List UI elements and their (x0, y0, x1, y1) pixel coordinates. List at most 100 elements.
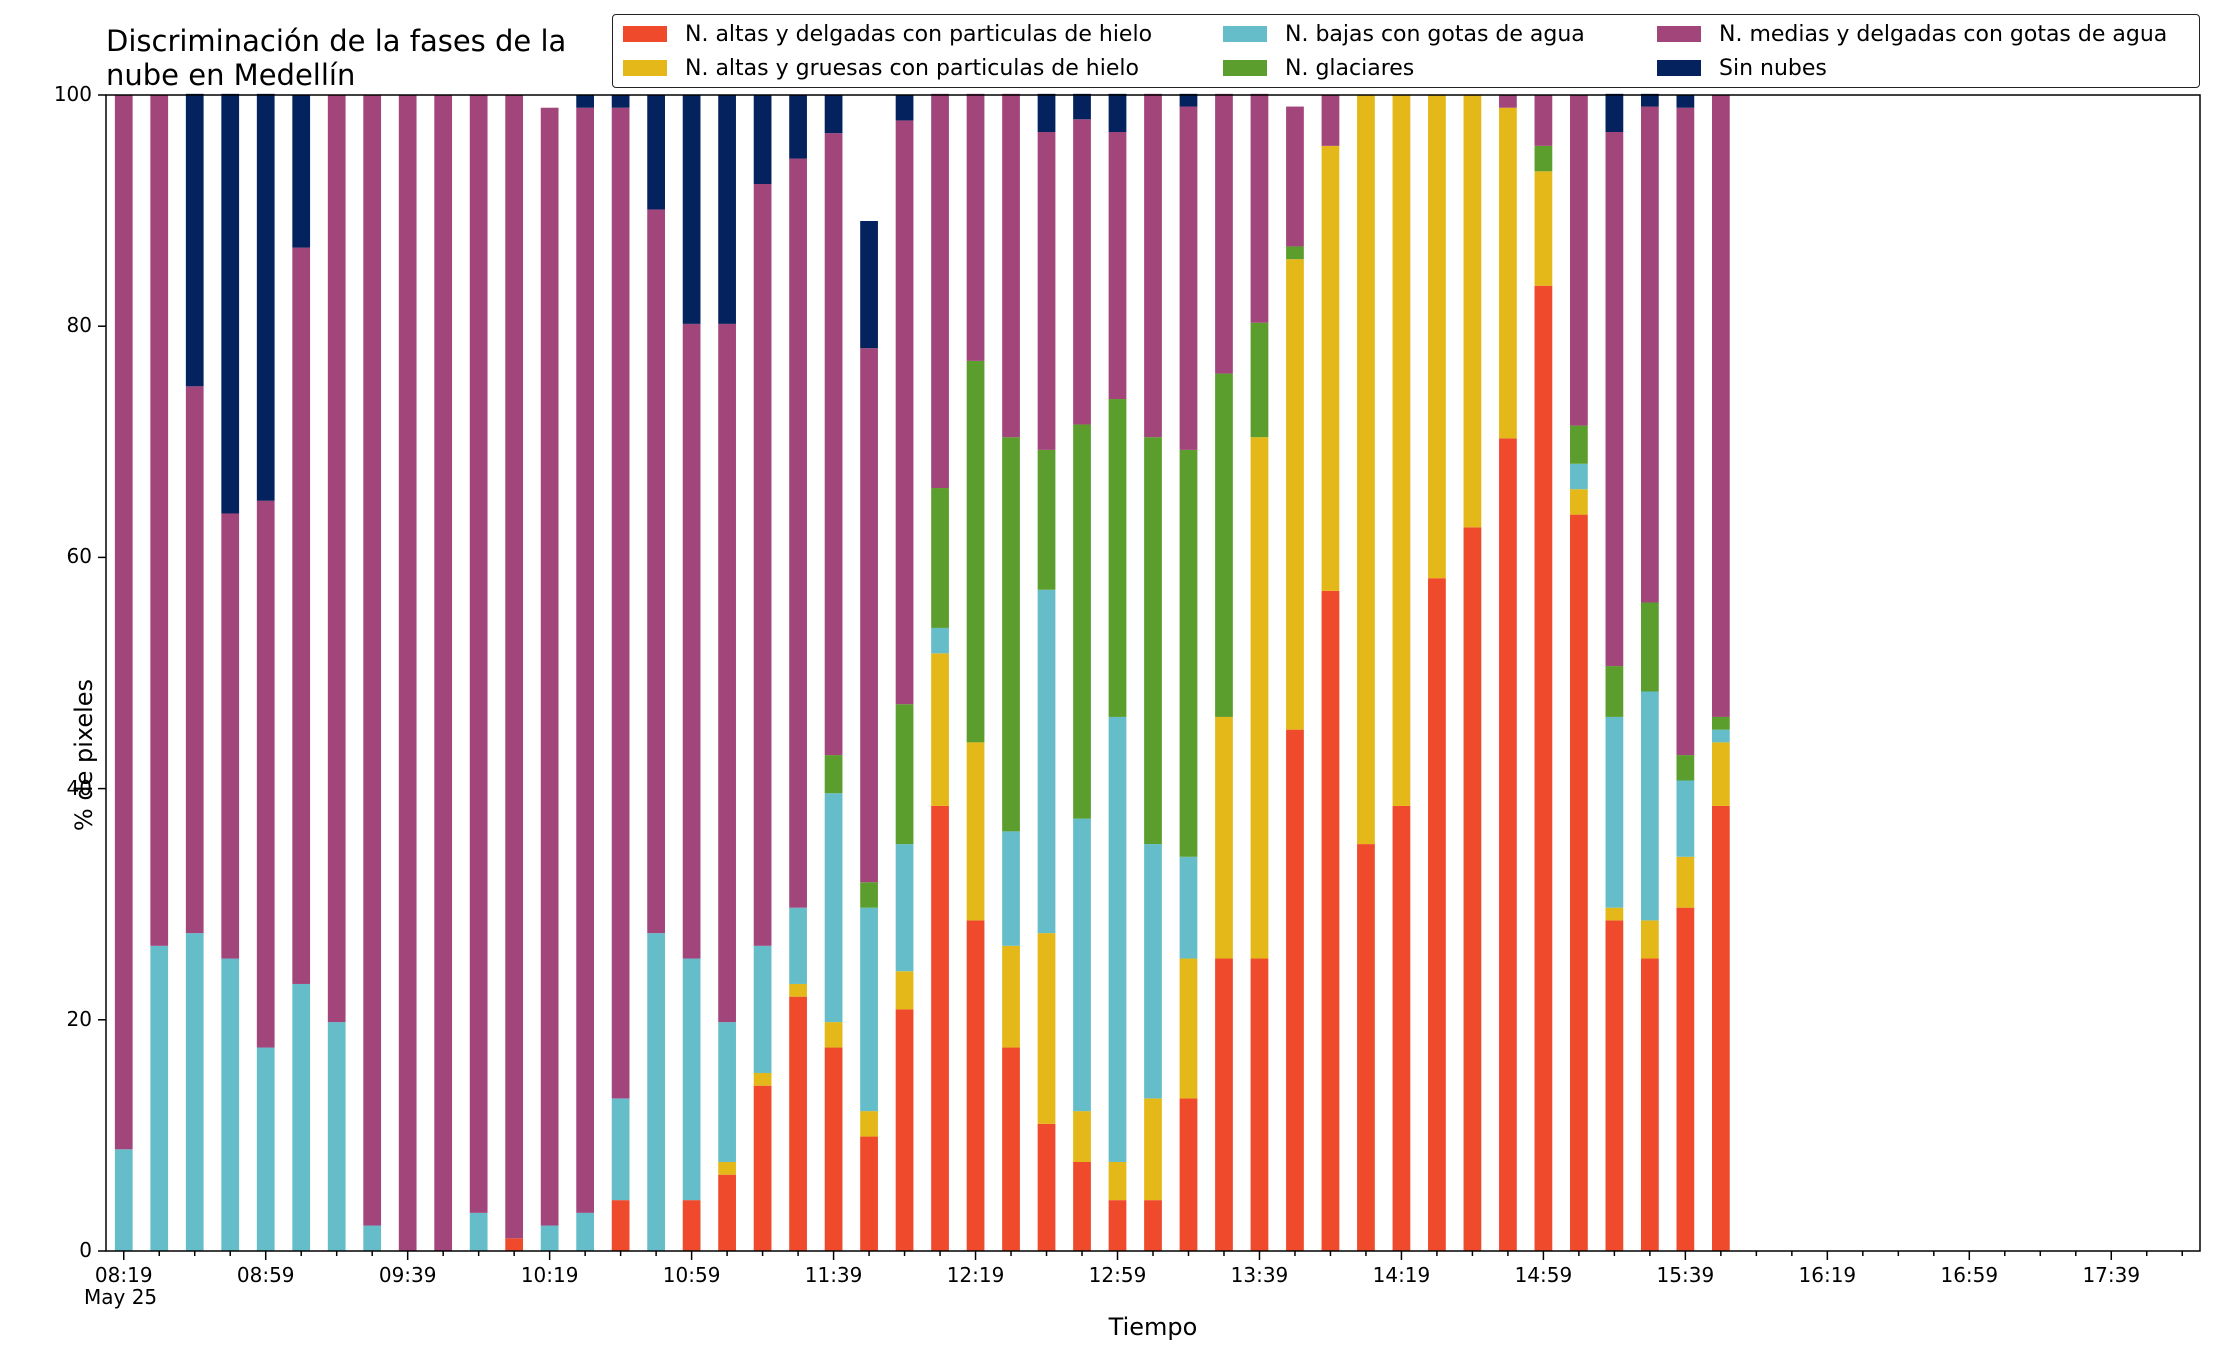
y-tick-label: 80 (66, 313, 92, 338)
bar-segment (931, 653, 949, 806)
bar-segment (1534, 95, 1553, 146)
legend-label: N. medias y delgadas con gotas de agua (1719, 21, 2168, 47)
bar-segment (789, 983, 807, 997)
bar-segment (292, 247, 311, 984)
bar-segment (256, 500, 275, 1048)
bar-segment (789, 996, 807, 1251)
bar-segment (150, 945, 169, 1251)
bar-segment (1037, 589, 1056, 934)
bar-segment (1605, 131, 1624, 667)
bar-segment (1499, 107, 1517, 439)
bar-segment (718, 323, 736, 1023)
x-tick-label: 13:39 (1230, 1263, 1289, 1287)
bar-segment (256, 1047, 275, 1251)
bar-segment (718, 1022, 736, 1162)
bar-segment (1499, 95, 1517, 108)
bar-segment (1605, 920, 1624, 1251)
x-tick-label: 09:39 (378, 1263, 437, 1287)
legend-swatch (623, 60, 667, 76)
bar-segment (1463, 527, 1482, 1251)
bar-segment (931, 488, 949, 628)
bar-segment (221, 958, 240, 1251)
bar-segment (363, 1225, 382, 1251)
bar-segment (1144, 1098, 1162, 1201)
x-tick-label: 08:59 (236, 1263, 295, 1287)
bar-segment (789, 95, 807, 159)
bar-segment (1392, 95, 1411, 806)
bar-segment (1499, 438, 1517, 1251)
bar-segment (1215, 93, 1233, 374)
bar-segment (398, 95, 417, 1251)
bar-segment (327, 1022, 346, 1251)
bar-segment (1605, 716, 1624, 908)
bar-segment (1676, 780, 1695, 857)
bar-segment (895, 95, 914, 121)
bar-segment (611, 1098, 630, 1201)
bar-segment (1037, 933, 1056, 1124)
bar-segment (1286, 246, 1304, 260)
bar-segment (789, 158, 807, 908)
x-tick-label: 14:59 (1514, 1263, 1573, 1287)
bar-segment (824, 1047, 843, 1251)
bar-segment (1428, 95, 1446, 579)
x-axis-label: Tiempo (1108, 1313, 1198, 1341)
bar-segment (1250, 93, 1269, 323)
bar-segment (1321, 590, 1340, 1251)
legend-item-altas-gruesas: N. altas y gruesas con particulas de hie… (623, 53, 1139, 83)
bar-segment (1463, 95, 1482, 528)
bar-segment (611, 1200, 630, 1251)
bar-segment (469, 1212, 488, 1251)
bar-segment (1428, 578, 1446, 1251)
bar-segment (753, 1085, 772, 1251)
bar-segment (966, 920, 985, 1251)
bar-segment (1108, 1161, 1127, 1201)
legend-label: N. altas y delgadas con particulas de hi… (685, 21, 1153, 47)
bar-segment (1179, 449, 1198, 857)
x-date-label: May 25 (84, 1285, 158, 1309)
x-tick-label: 15:39 (1656, 1263, 1715, 1287)
bar-segment (1676, 755, 1695, 781)
bar-segment (1037, 131, 1056, 450)
legend-swatch (1657, 60, 1701, 76)
legend-swatch (1657, 26, 1701, 42)
bar-segment (1570, 489, 1588, 515)
bar-segment (1002, 93, 1020, 438)
bar-segment (540, 1225, 559, 1251)
bar-segment (1073, 1161, 1091, 1251)
bar-segment (895, 844, 914, 972)
bar-segment (860, 1111, 878, 1137)
bar-segment (824, 95, 843, 134)
bar-segment (682, 1200, 701, 1251)
bar-segment (718, 1161, 736, 1175)
bar-segment (363, 95, 382, 1226)
x-tick-label: 10:59 (662, 1263, 721, 1287)
bar-segment (1144, 844, 1162, 1099)
bar-segment (718, 1174, 736, 1251)
bar-segment (966, 742, 985, 921)
bar-segment (1215, 716, 1233, 959)
x-tick-label: 14:19 (1372, 1263, 1431, 1287)
bar-segment (1037, 1123, 1056, 1251)
bar-segment (647, 95, 665, 210)
bar-segment (1215, 958, 1233, 1251)
bar-segment (1002, 1047, 1020, 1251)
bar-segment (469, 95, 488, 1213)
bar-segment (185, 93, 204, 387)
bar-segment (1179, 856, 1198, 959)
bar-segment (931, 93, 949, 489)
bar-segment (1002, 945, 1020, 1048)
bar-segment (1002, 831, 1020, 946)
bar-segment (1037, 93, 1056, 132)
legend-label: Sin nubes (1719, 55, 1827, 81)
bar-segment (824, 1022, 843, 1048)
bar-segment (1002, 437, 1020, 832)
bar-segment (647, 209, 665, 934)
bar-segment (1534, 145, 1553, 172)
bar-segment (860, 1136, 878, 1251)
bar-segment (718, 95, 736, 324)
bar-segment (1286, 259, 1304, 730)
bar-segment (1144, 437, 1162, 845)
bar-segment (1073, 1111, 1091, 1162)
legend: N. altas y delgadas con particulas de hi… (612, 14, 2200, 88)
